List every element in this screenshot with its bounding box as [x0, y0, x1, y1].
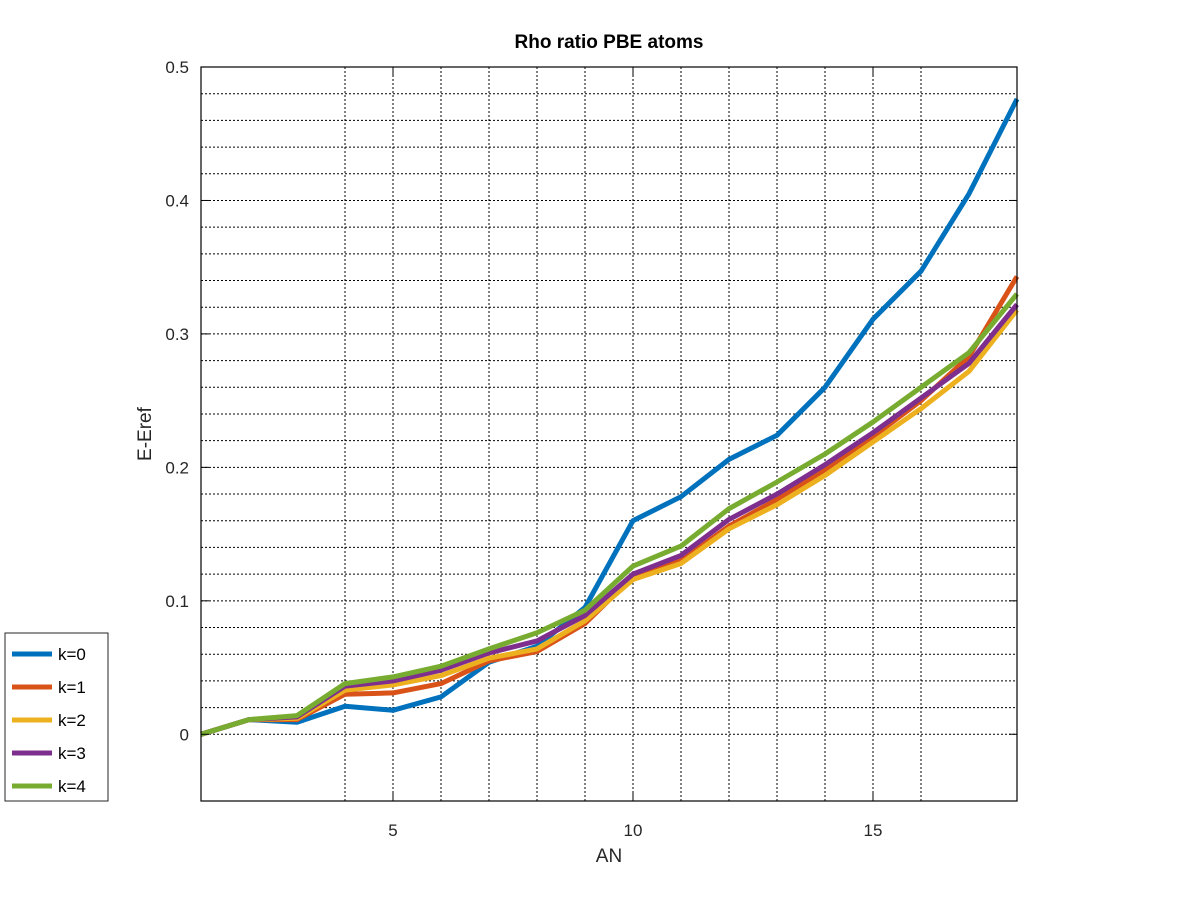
- x-tick-label: 15: [864, 821, 883, 840]
- plot-frame: [200, 66, 1018, 802]
- series-line-k2: [200, 308, 1019, 737]
- x-axis-label: AN: [596, 846, 622, 867]
- y-axis-label: E-Eref: [135, 406, 156, 461]
- legend-label: k=3: [58, 744, 86, 763]
- series-line-k4: [200, 292, 1019, 737]
- legend-label: k=1: [58, 678, 86, 697]
- y-tick-label: 0.1: [165, 592, 189, 611]
- legend-label: k=0: [58, 645, 86, 664]
- legend-box: [4, 632, 109, 802]
- legend-items: k=0 k=1 k=2 k=3 k=4: [12, 645, 86, 796]
- y-tick-label: 0.5: [165, 58, 189, 77]
- chart-title: Rho ratio PBE atoms: [515, 32, 704, 53]
- legend-label: k=2: [58, 711, 86, 730]
- y-tick-label: 0: [180, 725, 189, 744]
- legend-label: k=4: [58, 777, 86, 796]
- legend: k=0 k=1 k=2 k=3 k=4: [4, 632, 109, 802]
- plot-background: [201, 67, 1017, 801]
- y-tick-label: 0.2: [165, 458, 189, 477]
- y-tick-label: 0.3: [165, 325, 189, 344]
- x-tick-label: 5: [388, 821, 397, 840]
- plot-area: 5 10 15 0 0.1 0.2 0.3 0.4 0.5: [165, 58, 1020, 840]
- series-lines: [200, 97, 1020, 737]
- y-tick-label: 0.4: [165, 191, 189, 210]
- axis-ticks: 5 10 15 0 0.1 0.2 0.3 0.4 0.5: [165, 58, 1017, 840]
- grid-lines: [201, 67, 1017, 801]
- x-tick-label: 10: [624, 821, 643, 840]
- series-line-k0: [200, 97, 1020, 737]
